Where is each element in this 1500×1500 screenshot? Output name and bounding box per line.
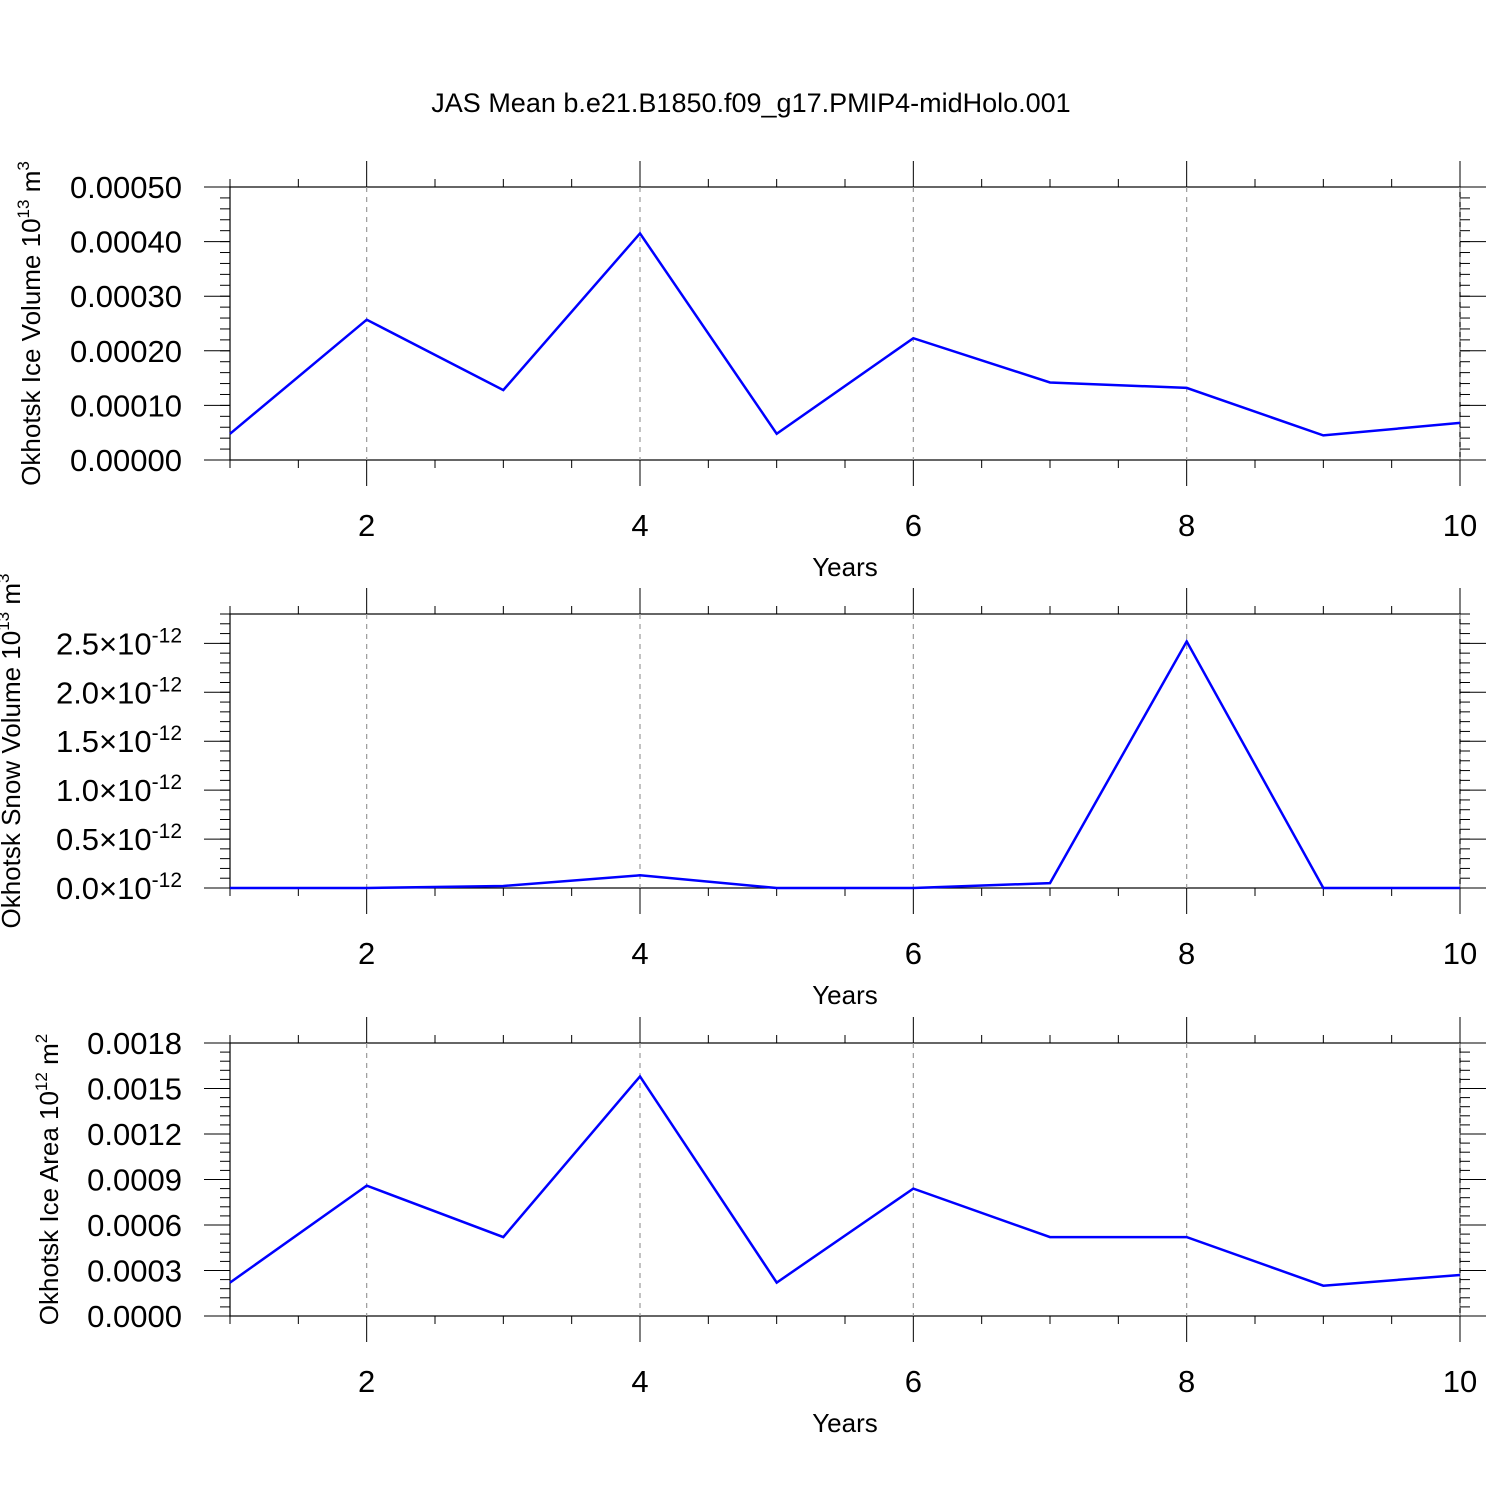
- x-tick-label: 8: [1178, 936, 1195, 971]
- x-tick-label: 10: [1443, 936, 1477, 971]
- y-axis-label-part: Okhotsk Ice Volume 10: [16, 218, 46, 485]
- y-axis-label-part: m: [0, 583, 26, 612]
- y-tick-label: 0.0000: [87, 1299, 182, 1334]
- y-tick-exponent: -12: [152, 869, 182, 892]
- y-tick-label: 2.5×10-12: [56, 624, 182, 661]
- figure-title: JAS Mean b.e21.B1850.f09_g17.PMIP4-midHo…: [431, 88, 1070, 118]
- x-axis-label: Years: [812, 1408, 878, 1438]
- y-tick-exponent: -12: [152, 722, 182, 745]
- y-axis-label: Okhotsk Snow Volume 1013 m3: [0, 574, 26, 929]
- y-tick-label: 0.00010: [70, 388, 182, 423]
- y-tick-exponent: -12: [152, 673, 182, 696]
- x-tick-label: 4: [631, 1364, 648, 1399]
- series-line: [229, 231, 1461, 437]
- y-tick-label: 0.00020: [70, 334, 182, 369]
- y-tick-label: 0.00040: [70, 225, 182, 260]
- y-tick-label: 0.00050: [70, 170, 182, 205]
- x-tick-label: 6: [905, 508, 922, 543]
- y-tick-label: 0.0012: [87, 1117, 182, 1152]
- y-tick-label: 0.0003: [87, 1254, 182, 1289]
- x-tick-label: 2: [358, 1364, 375, 1399]
- y-axis-label-part: Okhotsk Ice Area 10: [34, 1091, 64, 1325]
- y-tick-label: 2.0×10-12: [56, 673, 182, 710]
- y-tick-exponent: -12: [152, 820, 182, 843]
- panel-3: 2 4 6 8 10 0.0000 0.0003 0.0006 0.0009 0.0012 0.00…: [32, 1017, 1486, 1438]
- y-tick-label: 0.0×10-12: [56, 869, 182, 906]
- x-tick-label: 10: [1443, 508, 1477, 543]
- y-tick-label: 0.0009: [87, 1163, 182, 1198]
- y-axis-label: Okhotsk Ice Volume 1013 m3: [14, 161, 46, 486]
- plot-frame: [229, 613, 1461, 889]
- panel-1: 2 4 6 8 10 0.00000 0.00010 0.00020 0.00030 0.0004…: [14, 161, 1486, 582]
- y-tick-label: 0.0015: [87, 1072, 182, 1107]
- series-line: [230, 638, 1460, 890]
- x-tick-label: 2: [358, 936, 375, 971]
- x-tick-label: 8: [1178, 508, 1195, 543]
- panel-2: 2 4 6 8 10 0.0×10-12 0.5×10-12 1.0×10-12 1.5×10-…: [0, 574, 1486, 1010]
- y-axis-label-superscript: 12: [32, 1072, 51, 1091]
- x-tick-label: 8: [1178, 1364, 1195, 1399]
- y-axis-label: Okhotsk Ice Area 1012 m2: [32, 1034, 64, 1325]
- y-tick-label: 0.0006: [87, 1208, 182, 1243]
- x-tick-label: 4: [631, 508, 648, 543]
- x-tick-label: 6: [905, 1364, 922, 1399]
- x-tick-label: 10: [1443, 1364, 1477, 1399]
- y-axis-label-superscript: 3: [14, 161, 33, 170]
- y-axis-label-superscript: 13: [14, 200, 33, 219]
- x-axis-label: Years: [812, 980, 878, 1010]
- y-axis-label-part: m: [34, 1043, 64, 1072]
- x-tick-label: 4: [631, 936, 648, 971]
- y-tick-exponent: -12: [152, 624, 182, 647]
- y-axis-label-part: m: [16, 171, 46, 200]
- y-tick-label: 1.0×10-12: [56, 771, 182, 808]
- y-tick-label: 0.00030: [70, 279, 182, 314]
- x-tick-label: 6: [905, 936, 922, 971]
- panels-group: 2 4 6 8 10 0.00000 0.00010 0.00020 0.00030 0.0004…: [0, 161, 1486, 1438]
- y-tick-label: 0.5×10-12: [56, 820, 182, 857]
- x-tick-label: 2: [358, 508, 375, 543]
- x-axis-label: Years: [812, 552, 878, 582]
- series-line: [229, 1074, 1461, 1287]
- y-axis-label-part: Okhotsk Snow Volume 10: [0, 631, 26, 929]
- y-axis-label-superscript: 13: [0, 612, 13, 631]
- y-tick-label: 0.0018: [87, 1026, 182, 1061]
- y-tick-label: 0.00000: [70, 443, 182, 478]
- y-axis-label-superscript: 3: [0, 574, 13, 583]
- plot-frame: [229, 1042, 1461, 1317]
- y-axis-label-superscript: 2: [32, 1034, 51, 1043]
- y-tick-exponent: -12: [152, 771, 182, 794]
- y-tick-label: 1.5×10-12: [56, 722, 182, 759]
